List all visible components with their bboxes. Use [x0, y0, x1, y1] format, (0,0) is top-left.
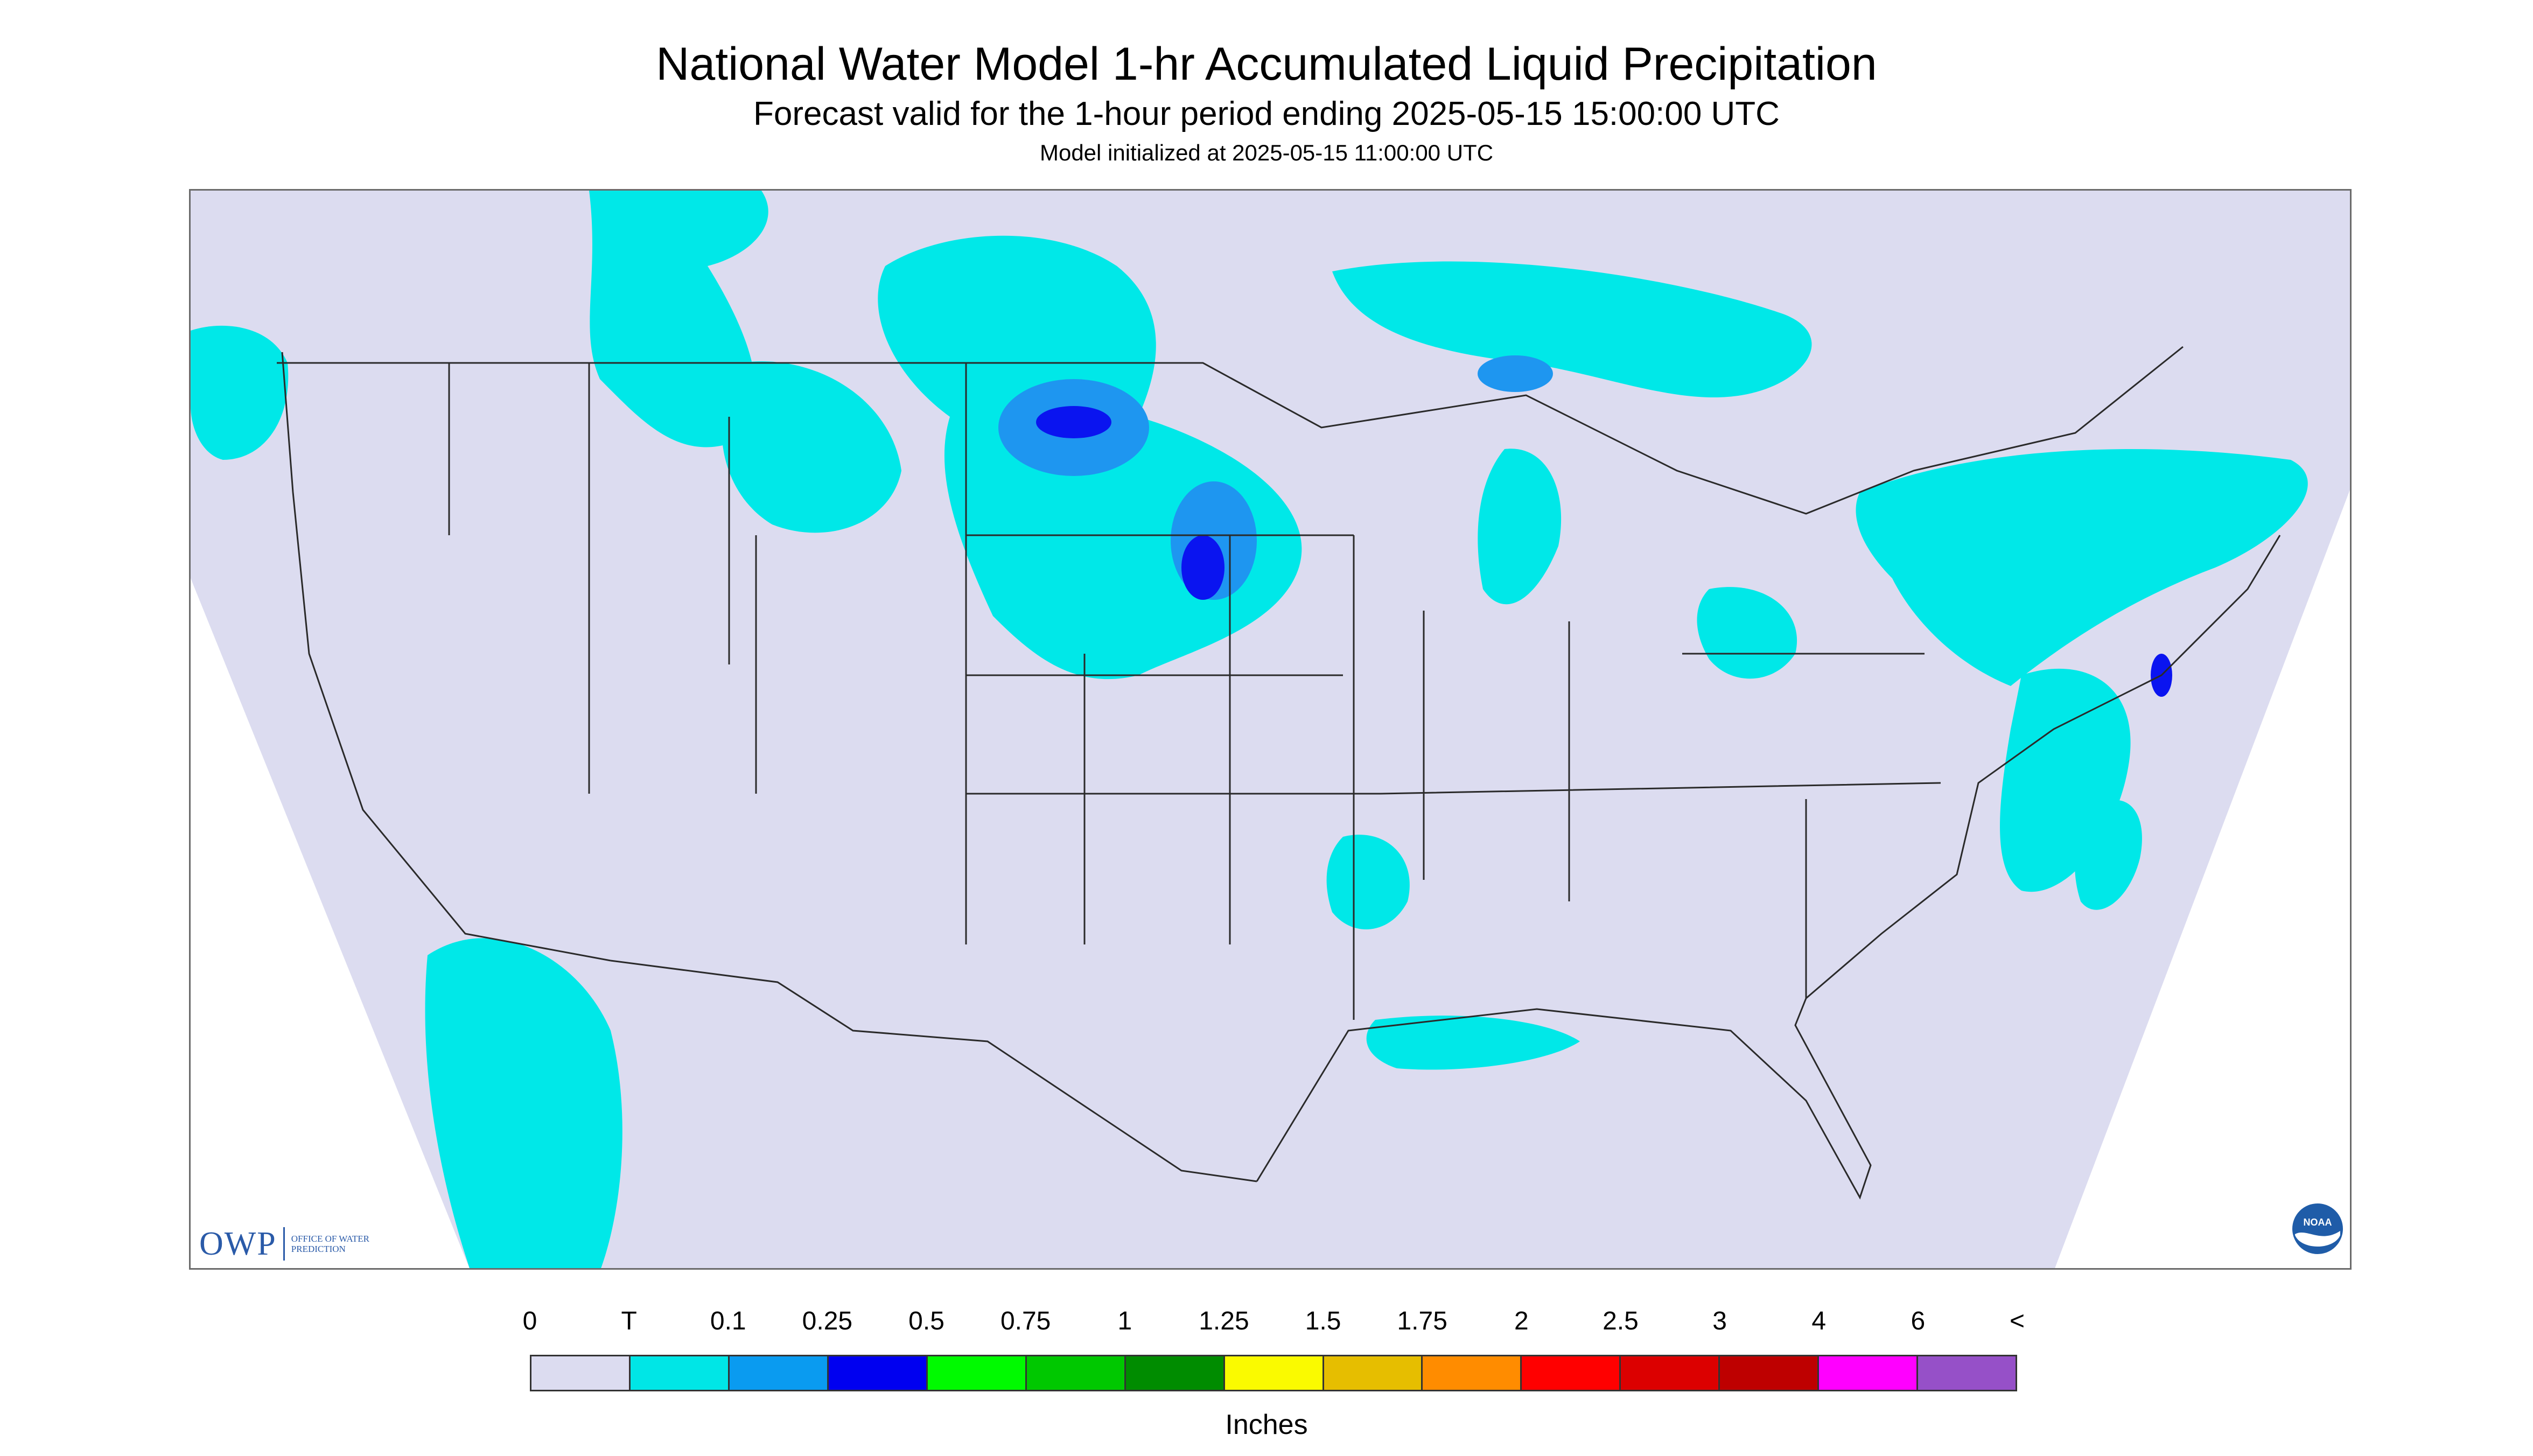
- precip-heavy-great-lakes: [1478, 355, 1553, 392]
- legend-swatch: [729, 1356, 829, 1390]
- state-line-central: [966, 534, 1381, 1020]
- legend-swatch: [1125, 1356, 1225, 1390]
- legend-tick-label: 3: [1712, 1307, 1727, 1335]
- state-line-east: [1380, 611, 1941, 998]
- precip-area-south-coast: [1366, 1016, 1580, 1070]
- legend-tick-label: 0.1: [710, 1307, 746, 1335]
- precip-areas: [191, 191, 2308, 1268]
- legend-color-bar: [530, 1355, 2017, 1391]
- precip-area-gulf-coast: [1326, 835, 1410, 930]
- legend-tick-label: 6: [1911, 1307, 1926, 1335]
- legend-tick-label: T: [621, 1307, 637, 1335]
- precip-area-atlantic-offshore: [2075, 800, 2142, 910]
- precip-heaviest-areas: [1036, 406, 2172, 697]
- precip-area-pacific-northwest: [191, 325, 289, 460]
- map-title: National Water Model 1-hr Accumulated Li…: [656, 38, 1877, 90]
- legend-swatch: [1423, 1356, 1522, 1390]
- legend-tick-label: 2: [1514, 1307, 1529, 1335]
- legend-swatch: [1026, 1356, 1126, 1390]
- map-canvas: [191, 191, 2350, 1268]
- legend-tick-label: 0: [522, 1307, 537, 1335]
- legend-tick-label: 0.75: [1000, 1307, 1051, 1335]
- legend-swatch: [1621, 1356, 1720, 1390]
- map-subtitle: Forecast valid for the 1-hour period end…: [753, 95, 1780, 132]
- legend-tick-label: 1: [1117, 1307, 1132, 1335]
- precipitation-map: [189, 189, 2352, 1270]
- us-mexico-border: [610, 960, 1257, 1182]
- legend-tick-label: 0.5: [908, 1307, 944, 1335]
- noaa-logo: NOAA: [2291, 1202, 2344, 1255]
- legend-swatch: [531, 1356, 631, 1390]
- state-line-west: [448, 363, 967, 944]
- us-canada-border: [277, 346, 2184, 515]
- atlantic-coastline: [1806, 535, 2281, 999]
- legend-tick-label: 2.5: [1603, 1307, 1639, 1335]
- precip-area-ohio-valley: [1697, 587, 1797, 679]
- precip-area-montana: [722, 361, 901, 533]
- precip-area-pacific-offshore: [425, 938, 622, 1268]
- boundaries: [277, 346, 2281, 1200]
- precip-core-minnesota: [1181, 535, 1224, 600]
- model-init-line: Model initialized at 2025-05-15 11:00:00…: [1039, 140, 1494, 165]
- precip-area-north-rockies: [589, 191, 768, 447]
- precip-area-michigan: [1478, 449, 1562, 605]
- precip-area-great-lakes-north: [1332, 261, 1812, 398]
- legend-swatch: [630, 1356, 730, 1390]
- legend-swatch: [1720, 1356, 1820, 1390]
- legend-swatch: [1522, 1356, 1621, 1390]
- precip-core-dakotas: [1036, 406, 1111, 438]
- owp-logo-mark: OWP: [199, 1225, 277, 1262]
- legend-tick-label: 1.5: [1305, 1307, 1341, 1335]
- gulf-coastline: [1256, 998, 1872, 1200]
- owp-logo-text: Office of Water Prediction: [291, 1234, 369, 1254]
- precip-area-northeast: [1856, 449, 2308, 686]
- legend-units: Inches: [1225, 1409, 1308, 1440]
- owp-logo: OWP Office of Water Prediction: [199, 1222, 372, 1265]
- legend-swatch: [1324, 1356, 1423, 1390]
- legend-swatch: [1224, 1356, 1324, 1390]
- legend-tick-label: 0.25: [802, 1307, 853, 1335]
- legend-tick-label: <: [2009, 1307, 2025, 1335]
- noaa-logo-text: NOAA: [2304, 1217, 2332, 1228]
- legend-tick-label: 1.75: [1397, 1307, 1447, 1335]
- legend-tick-label: 4: [1811, 1307, 1827, 1335]
- legend-swatch: [1819, 1356, 1919, 1390]
- legend-swatch: [927, 1356, 1027, 1390]
- legend-tick-label: 1.25: [1199, 1307, 1249, 1335]
- pacific-coastline: [281, 352, 611, 962]
- legend-swatch: [1918, 1356, 2016, 1390]
- legend-tick-labels: 0 T 0.1 0.25 0.5 0.75 1 1.25 1.5 1.75 2 2.5 3 4 6 <: [0, 1306, 2533, 1344]
- owp-logo-divider: [283, 1227, 285, 1261]
- legend-swatch: [828, 1356, 928, 1390]
